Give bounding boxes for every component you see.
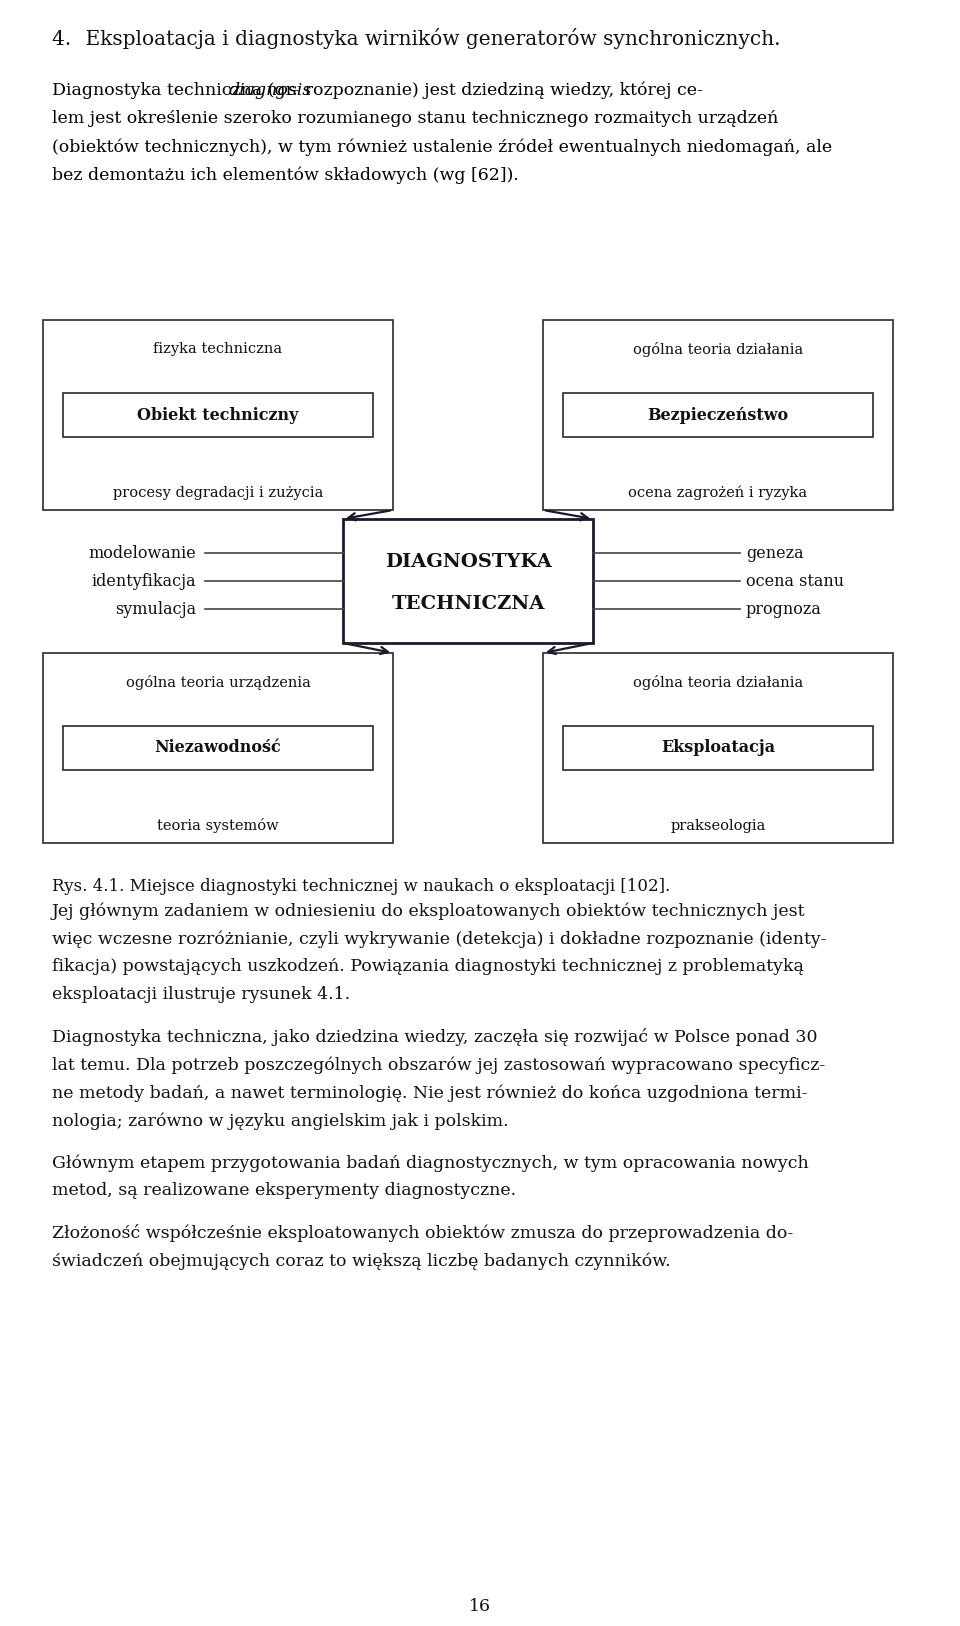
Bar xyxy=(563,725,873,771)
Text: (obiektów technicznych), w tym również ustalenie źródeł ewentualnych niedomagań,: (obiektów technicznych), w tym również u… xyxy=(52,138,832,156)
Bar xyxy=(43,320,393,511)
Text: Jej głównym zadaniem w odniesieniu do eksploatowanych obiektów technicznych jest: Jej głównym zadaniem w odniesieniu do ek… xyxy=(52,902,805,919)
Text: geneza: geneza xyxy=(746,545,804,561)
Text: ocena zagrożeń i ryzyka: ocena zagrożeń i ryzyka xyxy=(629,486,807,501)
Text: Niezawodność: Niezawodność xyxy=(155,740,281,756)
Text: ocena stanu: ocena stanu xyxy=(746,572,844,590)
Text: ogólna teoria działania: ogólna teoria działania xyxy=(633,675,804,689)
Bar xyxy=(63,725,373,771)
Text: identyfikacja: identyfikacja xyxy=(91,572,196,590)
Text: Eksploatacja: Eksploatacja xyxy=(660,740,775,756)
Text: metod, są realizowane eksperymenty diagnostyczne.: metod, są realizowane eksperymenty diagn… xyxy=(52,1182,516,1198)
Text: DIAGNOSTYKA: DIAGNOSTYKA xyxy=(385,553,551,571)
Text: 16: 16 xyxy=(469,1598,491,1615)
Text: lat temu. Dla potrzeb poszczególnych obszarów jej zastosowań wypracowano specyfi: lat temu. Dla potrzeb poszczególnych obs… xyxy=(52,1055,826,1073)
Bar xyxy=(43,654,393,842)
Text: fizyka techniczna: fizyka techniczna xyxy=(154,341,282,356)
Text: 4.   Eksploatacja i diagnostyka wirników generatorów synchronicznych.: 4. Eksploatacja i diagnostyka wirników g… xyxy=(52,28,780,49)
Text: ogólna teoria działania: ogólna teoria działania xyxy=(633,341,804,358)
Text: prakseologia: prakseologia xyxy=(670,820,766,833)
Text: teoria systemów: teoria systemów xyxy=(157,818,278,833)
Text: Diagnostyka techniczna (gr.: Diagnostyka techniczna (gr. xyxy=(52,81,303,99)
Text: – rozpoznanie) jest dziedziną wiedzy, której ce-: – rozpoznanie) jest dziedziną wiedzy, kt… xyxy=(285,81,703,99)
Text: procesy degradacji i zużycia: procesy degradacji i zużycia xyxy=(113,486,324,501)
Text: ogólna teoria urządzenia: ogólna teoria urządzenia xyxy=(126,675,310,689)
Text: TECHNICZNA: TECHNICZNA xyxy=(392,595,544,613)
Text: świadczeń obejmujących coraz to większą liczbę badanych czynników.: świadczeń obejmujących coraz to większą … xyxy=(52,1252,671,1270)
Text: ne metody badań, a nawet terminologię. Nie jest również do końca uzgodniona term: ne metody badań, a nawet terminologię. N… xyxy=(52,1085,807,1101)
Text: Obiekt techniczny: Obiekt techniczny xyxy=(137,406,299,423)
Text: Diagnostyka techniczna, jako dziedzina wiedzy, zaczęła się rozwijać w Polsce pon: Diagnostyka techniczna, jako dziedzina w… xyxy=(52,1028,818,1046)
Text: bez demontażu ich elementów składowych (wg [62]).: bez demontażu ich elementów składowych (… xyxy=(52,166,518,184)
Text: więc wczesne rozróżnianie, czyli wykrywanie (detekcja) i dokładne rozpoznanie (i: więc wczesne rozróżnianie, czyli wykrywa… xyxy=(52,930,827,948)
Text: Rys. 4.1. Miejsce diagnostyki technicznej w naukach o eksploatacji [102].: Rys. 4.1. Miejsce diagnostyki techniczne… xyxy=(52,878,670,894)
Text: fikacja) powstających uszkodzeń. Powiązania diagnostyki technicznej z problematy: fikacja) powstających uszkodzeń. Powiąza… xyxy=(52,958,804,976)
Bar xyxy=(343,519,593,642)
Text: Bezpieczeństwo: Bezpieczeństwo xyxy=(647,406,788,423)
Text: lem jest określenie szeroko rozumianego stanu technicznego rozmaitych urządzeń: lem jest określenie szeroko rozumianego … xyxy=(52,111,779,127)
Bar xyxy=(543,654,893,842)
Text: Głównym etapem przygotowania badań diagnostycznych, w tym opracowania nowych: Głównym etapem przygotowania badań diagn… xyxy=(52,1154,808,1171)
Text: eksploatacji ilustruje rysunek 4.1.: eksploatacji ilustruje rysunek 4.1. xyxy=(52,985,350,1003)
Bar xyxy=(563,393,873,437)
Text: Złożoność współcześnie eksploatowanych obiektów zmusza do przeprowadzenia do-: Złożoność współcześnie eksploatowanych o… xyxy=(52,1224,793,1242)
Bar xyxy=(543,320,893,511)
Text: modelowanie: modelowanie xyxy=(88,545,196,561)
Text: prognoza: prognoza xyxy=(746,600,822,618)
Bar xyxy=(63,393,373,437)
Text: diagnosis: diagnosis xyxy=(228,81,312,99)
Text: nologia; zarówno w języku angielskim jak i polskim.: nologia; zarówno w języku angielskim jak… xyxy=(52,1112,509,1130)
Text: symulacja: symulacja xyxy=(115,600,196,618)
